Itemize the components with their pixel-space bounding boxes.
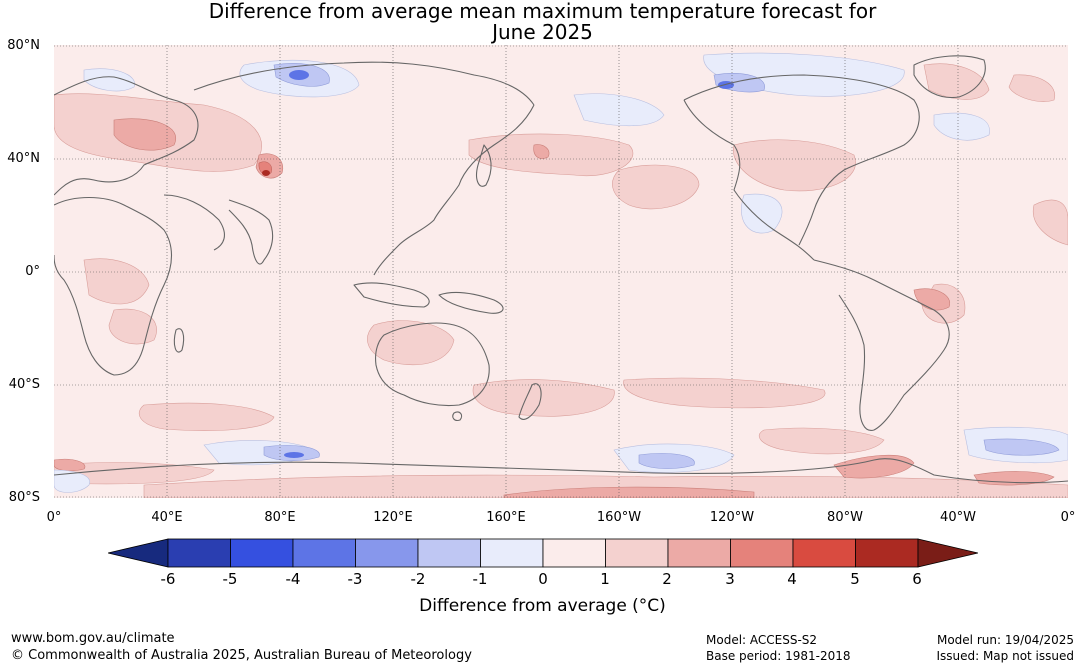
forecast-map-svg [54, 45, 1068, 498]
lon-label-40w: 40°W [940, 510, 976, 525]
coastlines [54, 55, 1068, 484]
colorbar-cell [167, 538, 231, 568]
colorbar-tick: 5 [850, 570, 860, 588]
colorbar-tick: -6 [160, 570, 176, 588]
colorbar-cell [417, 538, 481, 568]
colorbar-cell [855, 538, 919, 568]
lon-label-160e: 160°E [486, 510, 526, 525]
colorbar-cell [542, 538, 606, 568]
colorbar-cell [230, 538, 294, 568]
map-title-line-1: Difference from average mean maximum tem… [208, 0, 877, 23]
colorbar-cell [605, 538, 669, 568]
colorbar-tick: 6 [912, 570, 922, 588]
footer-url: www.bom.gov.au/climate [11, 631, 175, 646]
colorbar-cell [355, 538, 419, 568]
colorbar-cell [667, 538, 731, 568]
lon-label-120w: 120°W [709, 510, 755, 525]
lon-label-0-right: 0° [1060, 510, 1076, 525]
footer-copyright: © Commonwealth of Australia 2025, Austra… [11, 648, 472, 663]
colorbar-tick: -1 [472, 570, 488, 588]
footer-model: Model: ACCESS-S2 [706, 633, 818, 647]
lat-label-0: 0° [25, 264, 40, 279]
colorbar-cell [292, 538, 356, 568]
colorbar-cell [730, 538, 794, 568]
lon-label-0-left: 0° [46, 510, 62, 525]
map-title-line-2: June 2025 [492, 20, 593, 44]
footer-model-run: Model run: 19/04/2025 [936, 633, 1074, 647]
lon-label-120e: 120°E [373, 510, 413, 525]
colorbar-label: Difference from average (°C) [419, 596, 666, 616]
colorbar-tick: 2 [662, 570, 672, 588]
anomaly-2-to-3-regions [54, 118, 1055, 498]
lat-label-80s: 80°S [8, 490, 40, 505]
colorbar-tick: 4 [787, 570, 797, 588]
anomaly-1-to-2-regions [54, 63, 1068, 498]
footer-base-period: Base period: 1981-2018 [706, 649, 851, 663]
anomaly-4-plus-regions [262, 170, 270, 176]
colorbar-tick: 0 [538, 570, 548, 588]
colorbar-tick: -2 [410, 570, 426, 588]
lat-label-40n: 40°N [7, 151, 40, 166]
lon-label-160w: 160°W [596, 510, 642, 525]
colorbar-extend-low [108, 538, 169, 568]
graticule [54, 45, 1068, 498]
colorbar-tick: 1 [600, 570, 610, 588]
colorbar-tick: -4 [285, 570, 301, 588]
colorbar-tick: -5 [222, 570, 238, 588]
lon-label-40e: 40°E [151, 510, 183, 525]
anomaly-neg-2-to-neg-1-regions [263, 63, 1060, 469]
colorbar-tick: -3 [347, 570, 363, 588]
colorbar-cell [792, 538, 856, 568]
lon-label-80w: 80°W [827, 510, 863, 525]
lon-label-80e: 80°E [264, 510, 296, 525]
colorbar-extend-high [917, 538, 978, 568]
colorbar-tick: 3 [725, 570, 735, 588]
colorbar [108, 538, 978, 568]
lat-label-40s: 40°S [8, 377, 40, 392]
forecast-map [54, 45, 1068, 498]
footer-issued: Issued: Map not issued [936, 649, 1074, 663]
lat-label-80n: 80°N [7, 38, 40, 53]
colorbar-cell [480, 538, 544, 568]
